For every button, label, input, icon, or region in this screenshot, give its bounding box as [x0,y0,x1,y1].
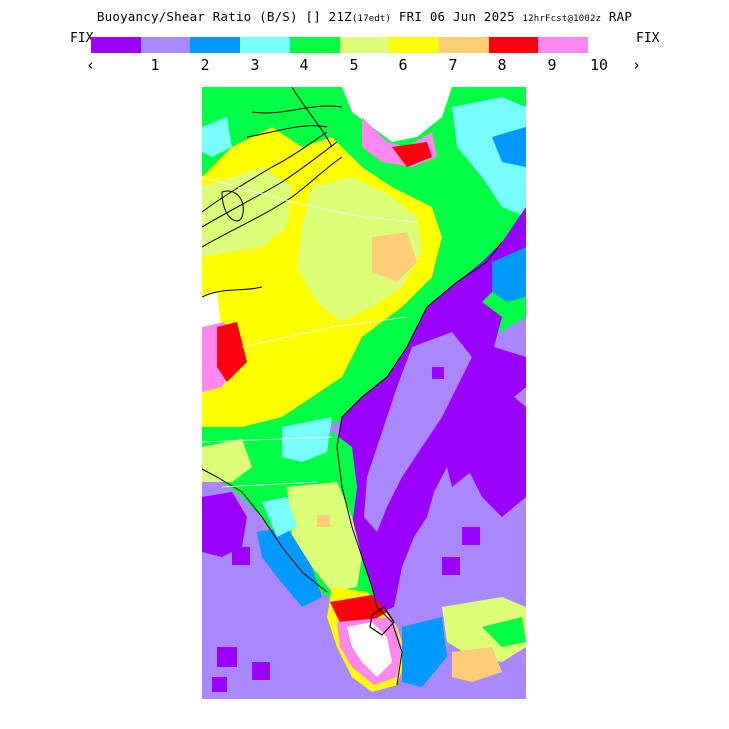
legend-tick-6: 6 [398,56,408,74]
legend-tick-3: 3 [250,56,260,74]
title-main: Buoyancy/Shear Ratio (B/S) [] 21Z [96,9,352,24]
color-legend [91,37,589,53]
contour-line-1 [202,131,328,213]
patch-6 [217,647,237,667]
legend-swatch-2 [190,37,241,53]
region-florida-cyan [282,417,332,462]
title-model: RAP [601,9,633,24]
legend-swatch-8 [488,37,539,53]
legend-tick-4: 4 [299,56,309,74]
contour-line-7 [202,286,263,298]
patch-8 [212,677,227,692]
patch-2 [232,547,250,565]
legend-tick-8: 8 [497,56,507,74]
region-se-green [482,617,526,647]
prev-arrow-icon[interactable]: ‹ [86,56,96,74]
contour-line-3 [202,156,343,248]
title-local-time: (17edt) [351,14,392,24]
legend-tick-7: 7 [448,56,458,74]
region-north-lightgreen [297,177,422,322]
title-forecast-info: 12hrFcst@1002z [522,14,602,24]
region-se-blue [402,617,447,687]
patch-4 [417,467,432,482]
region-gulf-blue [257,527,322,607]
patch-3 [397,487,412,502]
legend-swatch-4 [289,37,340,53]
region-ne-blue [492,127,526,167]
region-se-orange [452,647,502,682]
legend-swatch-6 [389,37,439,53]
region-gulf-lightgreen [202,439,252,482]
region-top-red [392,142,432,167]
lake-outline [369,606,395,636]
fix-right-button[interactable]: FIX [636,31,660,46]
region-atlantic-purple-3 [442,437,477,487]
region-top-white [342,87,452,142]
legend-tick-10: 10 [589,56,609,74]
legend-swatch-0 [91,37,141,53]
patch-5 [432,367,444,379]
contour-line-2 [202,141,338,228]
region-florida-orange [317,515,330,527]
patch-10 [462,527,480,545]
legend-tick-2: 2 [200,56,210,74]
patch-7 [252,662,270,680]
legend-swatch-7 [438,37,489,53]
region-gulf-cyan [262,497,297,537]
region-ne-cyan [452,97,526,217]
patch-9 [442,557,460,575]
region-florida-white [347,622,392,677]
coastline [202,241,503,686]
region-east-blue [492,247,526,302]
legend-swatch-3 [240,37,290,53]
contour-line-5 [251,105,343,114]
next-arrow-icon[interactable]: › [632,56,642,74]
forecast-map [202,87,526,699]
region-florida-lightgreen [287,482,362,592]
title-date: FRI 06 Jun 2025 [391,9,523,24]
legend-tick-9: 9 [547,56,557,74]
legend-tick-5: 5 [349,56,359,74]
legend-tick-1: 1 [150,56,160,74]
contour-line-8 [291,87,333,148]
fix-left-button[interactable]: FIX [70,31,94,46]
legend-swatch-9 [538,37,589,53]
patch-1 [212,517,230,535]
region-nw-cyan [202,117,232,157]
contour-line-4 [221,190,244,222]
region-north-orange [372,232,417,282]
region-atlantic-purple-2 [462,387,526,517]
region-left-red [217,322,247,382]
region-atlantic-lavender [364,332,472,532]
chart-title: Buoyancy/Shear Ratio (B/S) [] 21Z(17edt)… [0,9,729,24]
legend-swatch-5 [339,37,390,53]
legend-swatch-1 [140,37,191,53]
state-borders [202,176,418,488]
